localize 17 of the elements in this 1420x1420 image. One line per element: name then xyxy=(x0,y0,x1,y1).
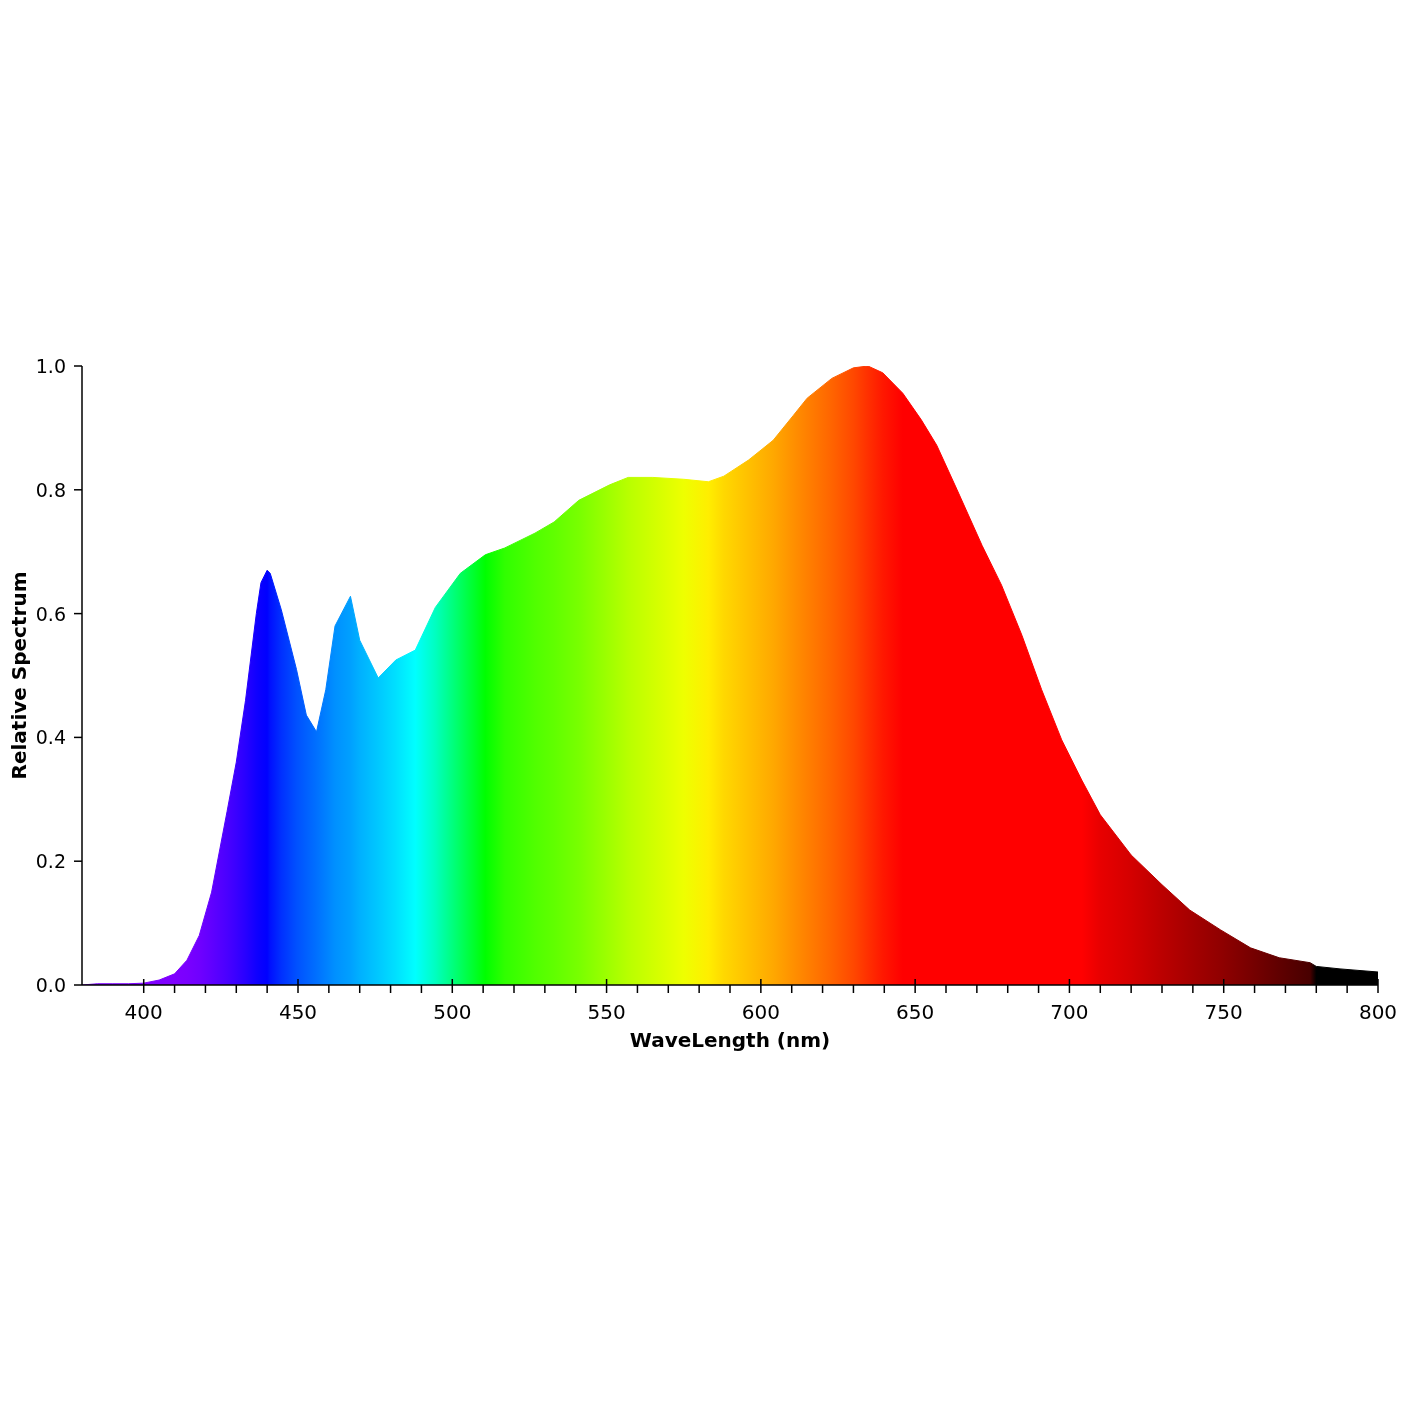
y-tick-label: 1.0 xyxy=(35,355,66,377)
x-tick-label: 550 xyxy=(587,1000,626,1024)
x-tick-label: 600 xyxy=(741,1000,780,1024)
x-tick-label: 650 xyxy=(896,1000,935,1024)
y-tick-label: 0.6 xyxy=(35,602,66,625)
x-tick-label: 400 xyxy=(124,1000,163,1024)
y-tick-label: 0.2 xyxy=(35,850,66,873)
x-tick-label: 800 xyxy=(1358,1000,1398,1024)
y-axis-title: Relative Spectrum xyxy=(7,571,32,780)
y-tick-label: 0.0 xyxy=(35,974,66,996)
x-tick-label: 750 xyxy=(1204,1000,1243,1024)
y-tick-label: 0.4 xyxy=(35,726,66,749)
y-tick-label: 0.8 xyxy=(35,478,66,501)
x-tick-label: 700 xyxy=(1050,1000,1089,1024)
x-tick-label: 450 xyxy=(278,1000,318,1024)
x-axis-title: WaveLength (nm) xyxy=(629,1028,831,1053)
x-tick-label: 500 xyxy=(433,1000,472,1024)
